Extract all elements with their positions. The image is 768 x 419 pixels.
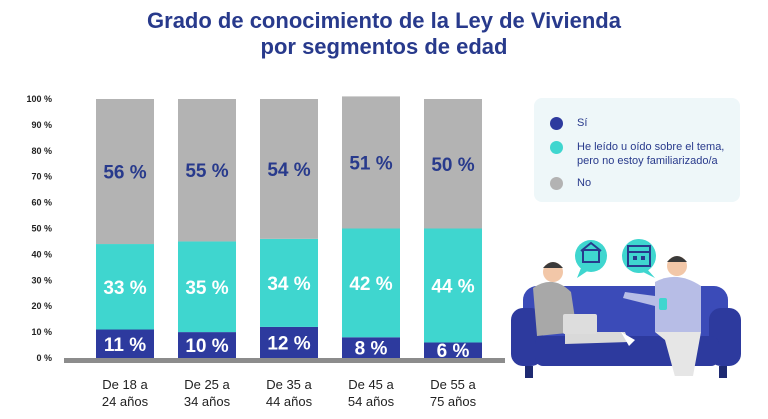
- house-speech-bubble-icon: [575, 240, 607, 278]
- y-tick-label: 80 %: [31, 146, 52, 156]
- data-label: 42 %: [349, 274, 392, 295]
- chart-title-line-2: por segmentos de edad: [260, 34, 508, 59]
- x-tick-label: De 35 a: [266, 377, 312, 392]
- data-label: 56 %: [103, 163, 146, 184]
- building-speech-bubble-icon: [622, 239, 656, 278]
- bar-segment: [260, 238, 318, 327]
- chart-title-line-1: Grado de conocimiento de la Ley de Vivie…: [147, 8, 621, 33]
- y-tick-label: 100 %: [26, 94, 52, 104]
- data-label: 35 %: [185, 278, 228, 299]
- data-label: 55 %: [185, 161, 228, 182]
- x-axis-baseline: [64, 358, 505, 363]
- x-tick-label: De 55 a: [430, 377, 476, 392]
- data-label: 34 %: [267, 274, 310, 295]
- data-label: 44 %: [431, 276, 474, 297]
- data-label: 33 %: [103, 278, 146, 299]
- bar-segment: [424, 99, 482, 229]
- bar-segment: [178, 99, 236, 242]
- legend: Sí He leído u oído sobre el tema, pero n…: [534, 98, 740, 202]
- x-tick-label: 34 años: [184, 394, 231, 409]
- data-label: 12 %: [267, 333, 310, 354]
- data-label: 51 %: [349, 153, 392, 174]
- data-label: 54 %: [267, 160, 310, 181]
- x-tick-label: De 25 a: [184, 377, 230, 392]
- bar-segment: [342, 228, 400, 338]
- data-label: 11 %: [104, 335, 146, 356]
- bar-segment: [260, 326, 318, 358]
- bar-segment: [96, 329, 154, 358]
- x-tick-label: 24 años: [102, 394, 149, 409]
- legend-item-familiar: He leído u oído sobre el tema, pero no e…: [550, 140, 737, 168]
- bar-segment: [96, 244, 154, 330]
- bar-segment: [424, 342, 482, 358]
- bar-segment: [178, 332, 236, 358]
- person-left: [533, 262, 635, 346]
- x-tick-label: De 45 a: [348, 377, 394, 392]
- y-tick-label: 60 %: [31, 198, 52, 208]
- bar-segment: [260, 99, 318, 239]
- x-tick-label: 75 años: [430, 394, 477, 409]
- bar-segment: [342, 96, 400, 229]
- y-tick-label: 50 %: [31, 224, 52, 234]
- legend-label-no: No: [577, 177, 592, 189]
- x-tick-label: De 18 a: [102, 377, 148, 392]
- bar-segment: [96, 99, 154, 245]
- x-tick-label: 44 años: [266, 394, 313, 409]
- y-tick-label: 40 %: [31, 249, 52, 259]
- person-right: [623, 256, 701, 386]
- data-label: 50 %: [431, 155, 474, 176]
- y-tick-label: 90 %: [31, 120, 52, 130]
- x-tick-label: 54 años: [348, 394, 395, 409]
- bar-segment: [178, 241, 236, 333]
- chart-title: Grado de conocimiento de la Ley de Vivie…: [0, 8, 768, 60]
- legend-label-si: Sí: [577, 117, 588, 129]
- y-tick-label: 70 %: [31, 172, 52, 182]
- y-tick-label: 20 %: [31, 301, 52, 311]
- data-label: 6 %: [437, 341, 470, 362]
- bar-segment: [424, 228, 482, 343]
- legend-swatch-si: [550, 117, 563, 130]
- legend-swatch-familiar: [550, 141, 563, 154]
- legend-item-no: No: [550, 176, 737, 190]
- people-on-sofa-illustration: [511, 239, 741, 386]
- y-tick-label: 30 %: [31, 275, 52, 285]
- legend-swatch-no: [550, 177, 563, 190]
- legend-label-familiar: He leído u oído sobre el tema, pero no e…: [577, 141, 725, 167]
- y-tick-label: 10 %: [31, 327, 52, 337]
- bar-segment: [342, 337, 400, 358]
- data-label: 10 %: [185, 336, 228, 357]
- legend-item-si: Sí: [550, 116, 737, 130]
- data-label: 8 %: [355, 339, 388, 360]
- y-tick-label: 0 %: [36, 353, 52, 363]
